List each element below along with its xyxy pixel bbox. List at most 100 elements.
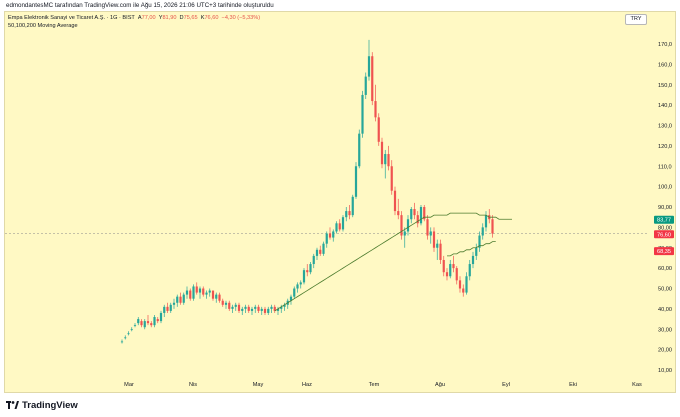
candle (234, 302, 237, 311)
candle (302, 268, 306, 285)
candle (403, 227, 406, 248)
candle (182, 292, 185, 305)
y-tick-label: 100,0 (658, 185, 672, 191)
candle (169, 302, 172, 313)
candle-body (228, 302, 231, 309)
candle (159, 310, 163, 324)
candle (299, 280, 302, 289)
candle (351, 194, 354, 218)
candle-body (231, 306, 234, 309)
candle-body (208, 290, 211, 293)
candle (468, 259, 471, 281)
open-label: A (137, 15, 142, 21)
candle-body (237, 304, 241, 311)
candle (429, 227, 432, 244)
close-label: K (200, 15, 205, 21)
candle (481, 223, 484, 240)
candle (195, 282, 198, 295)
x-tick-label: Tem (369, 382, 380, 388)
candle (491, 215, 494, 238)
y-tick-label: 130,0 (658, 124, 672, 130)
candle (364, 72, 367, 100)
candle-body (143, 321, 146, 328)
candle (384, 149, 387, 179)
moving-average-line-2 (447, 241, 496, 257)
candle-body (328, 233, 332, 238)
candle-body (348, 211, 351, 216)
price-label: 83,77 (657, 218, 671, 224)
y-tick-label: 30,00 (658, 327, 672, 333)
currency-badge[interactable]: TRY (625, 14, 647, 25)
open-value: 77,00 (141, 15, 156, 21)
candle-body (400, 215, 403, 236)
candle (224, 300, 228, 309)
candle (208, 288, 211, 297)
candle-body (377, 117, 380, 142)
candle (452, 255, 455, 273)
high-label: Y (158, 15, 163, 21)
high-value: 81,90 (162, 15, 177, 21)
candle-body (374, 101, 377, 118)
candle-body (133, 325, 137, 326)
x-tick-label: Eki (569, 382, 577, 388)
candle (244, 304, 247, 313)
candle-body (198, 288, 202, 293)
candle-body (315, 249, 319, 256)
x-tick-label: May (253, 382, 264, 388)
candle-body (247, 306, 250, 311)
candle-body (309, 264, 312, 273)
candle-body (120, 341, 124, 343)
candle-body (257, 306, 260, 311)
candle (198, 286, 202, 299)
candle-body (289, 296, 293, 301)
candle (127, 331, 130, 336)
candle-body (419, 207, 423, 224)
candle (436, 239, 439, 260)
candle-body (322, 243, 325, 254)
candle (361, 90, 364, 138)
candle (374, 84, 377, 122)
candle-body (299, 282, 302, 285)
candle (257, 304, 260, 313)
candle (247, 304, 250, 313)
candle-body (202, 288, 205, 295)
candle (276, 306, 280, 315)
candle (124, 335, 127, 340)
candle-body (484, 215, 488, 228)
snapshot-credit: edmondantesMC tarafından TradingView.com… (6, 2, 274, 9)
candle-body (423, 207, 426, 220)
y-tick-label: 10,00 (658, 368, 672, 374)
candle-body (241, 308, 244, 311)
candle-body (176, 296, 179, 303)
low-value: 75,65 (183, 15, 198, 21)
candle (192, 284, 195, 301)
candle (309, 262, 312, 275)
candle (293, 286, 296, 299)
candle (341, 215, 345, 232)
close-value: 76,60 (204, 15, 219, 21)
candle-body (306, 270, 309, 273)
candle (137, 317, 140, 326)
candle-body (325, 233, 328, 244)
candle (130, 327, 133, 332)
candle (387, 145, 390, 171)
y-tick-label: 60,00 (658, 266, 672, 272)
chart-panel[interactable] (4, 11, 676, 393)
candle-body (244, 306, 247, 309)
x-tick-label: Eyl (502, 382, 510, 388)
x-tick-label: Haz (302, 382, 312, 388)
x-tick-label: Kas (632, 382, 642, 388)
indicator-legend: 50,100,200 Moving Average (8, 23, 78, 29)
candle (419, 204, 423, 226)
candle (140, 319, 143, 328)
candle-body (150, 323, 153, 326)
candle-body (354, 166, 358, 197)
candle-body (471, 255, 475, 265)
candle-body (390, 166, 393, 191)
tradingview-logo[interactable]: TradingView (6, 399, 78, 411)
candle (426, 215, 429, 240)
price-label: 76,60 (657, 232, 671, 238)
candle (163, 304, 166, 318)
candle (189, 288, 192, 301)
